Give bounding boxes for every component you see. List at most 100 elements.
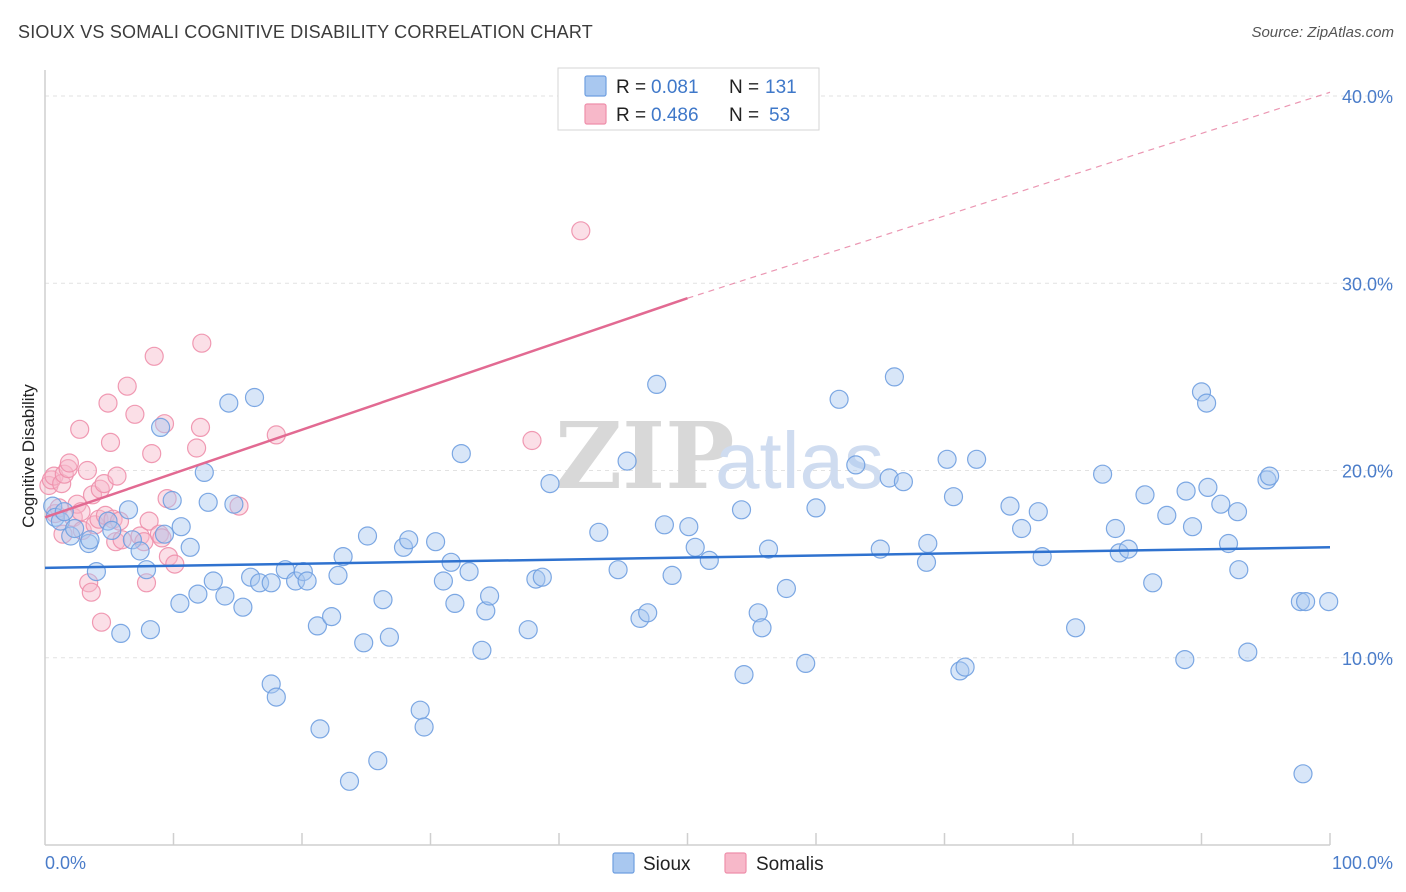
sioux-n-value: 131 [765, 77, 797, 98]
sioux-point [410, 700, 430, 720]
sioux-point [1000, 496, 1020, 516]
sioux-point [1191, 382, 1212, 402]
sioux-point [1028, 502, 1048, 522]
somalis-point [70, 419, 90, 439]
sioux-point [426, 532, 446, 552]
sioux-point [846, 455, 866, 475]
sioux-point [617, 451, 637, 471]
sioux-point [357, 526, 378, 546]
sioux-point [224, 494, 244, 514]
sioux-point [373, 590, 393, 610]
sioux-point [354, 633, 374, 653]
sioux-point [1211, 494, 1231, 514]
sioux-point [459, 561, 479, 582]
somalis-point [136, 573, 157, 593]
sioux-point [64, 518, 85, 539]
somalis-point [91, 612, 112, 632]
sioux-point [806, 498, 826, 518]
somalis-r-value: 0.486 [651, 105, 699, 126]
sioux-point [198, 492, 218, 512]
sioux-point [1196, 393, 1217, 413]
sioux-point [250, 573, 270, 593]
sioux-point [368, 751, 388, 771]
sioux-point [1157, 505, 1177, 526]
sioux-point [879, 468, 899, 488]
x-tick-label-max: 100.0% [1332, 853, 1393, 873]
sioux-point [261, 573, 281, 593]
somalis-n-value: 53 [769, 105, 790, 126]
sioux-point [414, 717, 434, 737]
watermark-zip: ZIP [555, 402, 734, 510]
y-tick-labels: 10.0% 20.0% 30.0% 40.0% [1342, 87, 1393, 669]
sioux-point [86, 561, 107, 582]
sioux-point [445, 593, 465, 614]
somalis-point [98, 393, 118, 413]
somalis-point [77, 460, 98, 481]
sioux-point [130, 541, 150, 561]
sioux-point [1032, 546, 1052, 567]
sioux-point [758, 539, 779, 559]
stats-legend: R = 0.081 N = 131 R = 0.486 N = 53 [557, 67, 820, 131]
somalis-legend-swatch [584, 103, 607, 125]
sioux-point [122, 530, 142, 550]
sioux-series-swatch [612, 852, 635, 874]
somalis-trend-line [44, 297, 688, 519]
sioux-point [699, 550, 719, 571]
sioux-point [244, 387, 265, 408]
y-axis-title: Cognitive Disability [19, 384, 38, 528]
sioux-point [685, 537, 705, 557]
somalis-point [125, 404, 145, 424]
sioux-point [111, 623, 131, 644]
somalis-point [192, 333, 212, 353]
sioux-n-label: N = [729, 77, 759, 98]
sioux-point [170, 593, 190, 614]
somalis-point [142, 444, 162, 464]
sioux-point [884, 367, 905, 387]
sioux-point [1092, 464, 1113, 484]
sioux-point [266, 687, 286, 707]
sioux-point [215, 586, 235, 606]
sioux-point [1105, 518, 1126, 539]
sioux-point [180, 537, 200, 557]
sioux-point [734, 664, 754, 685]
somalis-r-label: R = [616, 105, 646, 126]
sioux-point [140, 620, 160, 640]
somalis-point [522, 430, 542, 451]
somalis-point [100, 432, 121, 452]
somalis-point [187, 438, 207, 458]
x-tick-label-min: 0.0% [45, 853, 86, 873]
sioux-point [662, 565, 682, 586]
sioux-r-value: 0.081 [651, 77, 699, 98]
somalis-point [152, 528, 172, 548]
y-tick-label: 30.0% [1342, 274, 1393, 294]
sioux-point [1175, 649, 1195, 670]
sioux-point [540, 474, 560, 494]
sioux-point [1065, 618, 1086, 638]
y-tick-label: 40.0% [1342, 87, 1393, 107]
sioux-point [608, 560, 628, 580]
somalis-trend-extension [687, 91, 1331, 299]
somalis-series-swatch [724, 852, 747, 874]
watermark-atlas: atlas [715, 416, 884, 505]
sioux-point [532, 567, 552, 587]
sioux-point [916, 552, 937, 572]
sioux-point [918, 533, 938, 554]
somalis-point [117, 376, 137, 396]
sioux-point [1143, 573, 1163, 593]
sioux-point [1198, 477, 1218, 497]
sioux-point [589, 522, 609, 542]
sioux-point [188, 584, 208, 604]
somalis-series-label: Somalis [756, 854, 824, 875]
somalis-point [144, 346, 164, 366]
sioux-point [731, 500, 752, 520]
sioux-point [1293, 764, 1313, 784]
sioux-point [638, 603, 658, 623]
sioux-point [829, 389, 849, 409]
sioux-point [307, 616, 327, 636]
sioux-point [1176, 481, 1196, 501]
sioux-legend-swatch [584, 75, 607, 97]
sioux-point [654, 515, 675, 535]
somalis-point [571, 221, 591, 241]
sioux-point [102, 520, 122, 541]
sioux-point [472, 640, 492, 660]
